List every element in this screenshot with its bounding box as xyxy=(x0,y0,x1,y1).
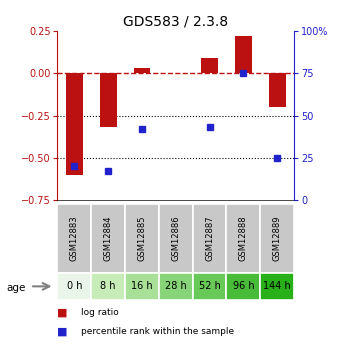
Text: 16 h: 16 h xyxy=(131,282,153,291)
Text: age: age xyxy=(7,283,26,293)
Text: 0 h: 0 h xyxy=(67,282,82,291)
Bar xyxy=(226,204,260,273)
Bar xyxy=(100,73,117,127)
Text: GSM12884: GSM12884 xyxy=(104,215,113,261)
Title: GDS583 / 2.3.8: GDS583 / 2.3.8 xyxy=(123,14,228,29)
Bar xyxy=(91,273,125,300)
Text: 28 h: 28 h xyxy=(165,282,187,291)
Bar xyxy=(91,204,125,273)
Bar xyxy=(226,273,260,300)
Text: log ratio: log ratio xyxy=(81,308,119,317)
Bar xyxy=(193,273,226,300)
Text: 144 h: 144 h xyxy=(263,282,291,291)
Bar xyxy=(57,204,91,273)
Bar xyxy=(193,204,226,273)
Text: GSM12883: GSM12883 xyxy=(70,215,79,261)
Text: GSM12886: GSM12886 xyxy=(171,215,180,261)
Bar xyxy=(57,273,91,300)
Bar xyxy=(66,73,83,175)
Text: percentile rank within the sample: percentile rank within the sample xyxy=(81,327,234,336)
Bar xyxy=(235,36,252,73)
Text: GSM12887: GSM12887 xyxy=(205,215,214,261)
Text: 96 h: 96 h xyxy=(233,282,254,291)
Bar xyxy=(159,204,193,273)
Bar xyxy=(269,73,286,107)
Text: GSM12889: GSM12889 xyxy=(273,215,282,261)
Bar xyxy=(260,204,294,273)
Bar xyxy=(134,68,150,73)
Bar xyxy=(159,273,193,300)
Bar xyxy=(125,204,159,273)
Text: ■: ■ xyxy=(57,326,68,336)
Text: GSM12885: GSM12885 xyxy=(138,215,146,261)
Text: ■: ■ xyxy=(57,307,68,317)
Bar xyxy=(201,58,218,73)
Bar xyxy=(125,273,159,300)
Bar xyxy=(260,273,294,300)
Text: GSM12888: GSM12888 xyxy=(239,215,248,261)
Text: 52 h: 52 h xyxy=(199,282,220,291)
Text: 8 h: 8 h xyxy=(100,282,116,291)
